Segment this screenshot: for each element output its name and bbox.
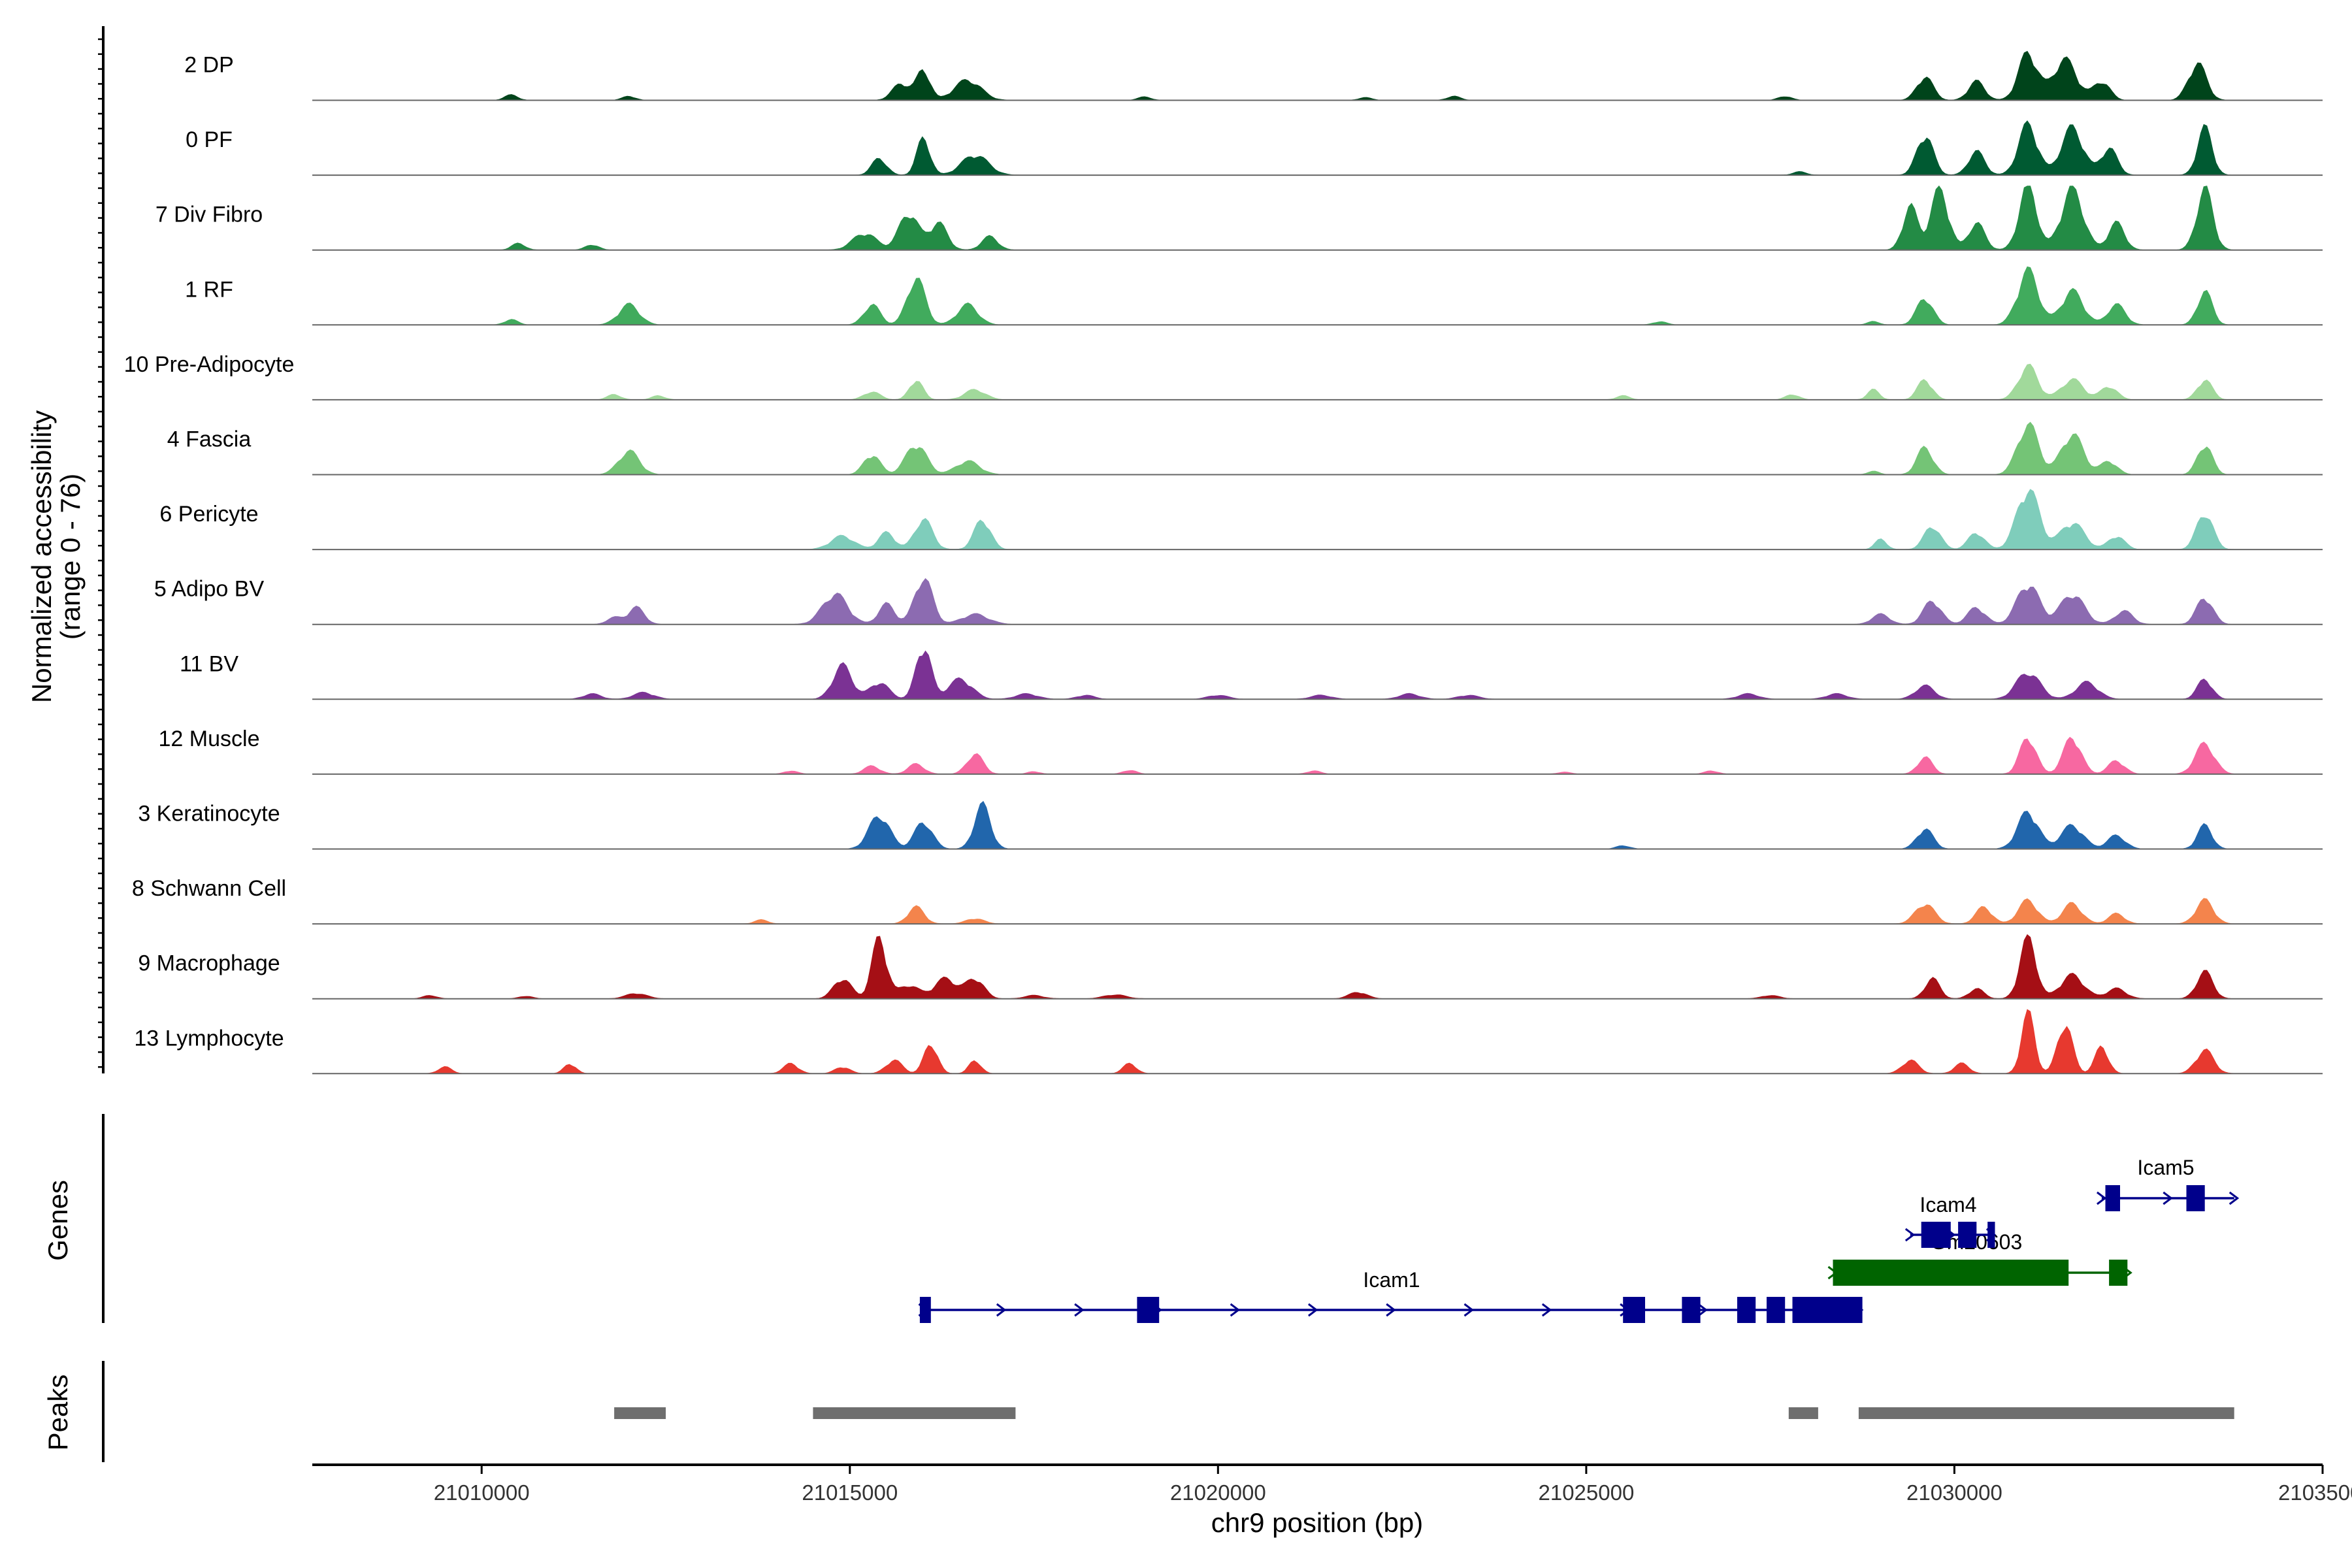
exon bbox=[2109, 1260, 2128, 1286]
track-label: 11 BV bbox=[180, 651, 238, 676]
track-label: 8 Schwann Cell bbox=[132, 876, 286, 901]
strand-arrow bbox=[2229, 1191, 2240, 1205]
gene-label: Icam5 bbox=[2137, 1156, 2194, 1179]
x-tick-label: 21030000 bbox=[1906, 1480, 2002, 1505]
coverage-tracks: 2 DP 0 PF 7 Div Fibro 1 RF 10 Pre-Adipocyte 4… bbox=[124, 50, 2323, 1075]
gene-icam4: Icam4 bbox=[1904, 1193, 1997, 1248]
peaks-track: Peaks bbox=[42, 1361, 2234, 1462]
track-label: 9 Macrophage bbox=[138, 951, 280, 976]
track-6: 4 Fascia bbox=[167, 421, 2323, 476]
exon bbox=[919, 1297, 931, 1323]
track-2: 0 PF bbox=[186, 120, 2323, 176]
exon bbox=[2186, 1185, 2205, 1211]
strand-arrow bbox=[996, 1303, 1007, 1317]
track-label: 4 Fascia bbox=[167, 427, 252, 452]
exon bbox=[1833, 1260, 2069, 1286]
track-label: 6 Pericyte bbox=[159, 502, 258, 527]
track-14: 13 Lymphocyte bbox=[134, 1009, 2323, 1075]
track-3: 7 Div Fibro bbox=[155, 185, 2323, 251]
x-tick-label: 21025000 bbox=[1538, 1480, 1634, 1505]
track-5: 10 Pre-Adipocyte bbox=[124, 352, 2323, 400]
strand-arrow bbox=[1386, 1303, 1396, 1317]
peak-region bbox=[813, 1407, 1016, 1419]
x-tick-label: 2103500 bbox=[2278, 1480, 2352, 1505]
x-tick-label: 21015000 bbox=[802, 1480, 898, 1505]
track-label: 1 RF bbox=[185, 277, 233, 302]
y-axis-title: Normalized accessibility (range 0 - 76) bbox=[26, 410, 86, 703]
strand-arrow bbox=[1541, 1303, 1552, 1317]
peaks-track-label: Peaks bbox=[42, 1375, 73, 1451]
track-label: 0 PF bbox=[186, 127, 233, 152]
y-axis-title-line2: (range 0 - 76) bbox=[55, 474, 86, 640]
strand-arrow bbox=[1074, 1303, 1085, 1317]
exon bbox=[1682, 1297, 1701, 1323]
exon bbox=[1958, 1222, 1977, 1248]
exon bbox=[1737, 1297, 1756, 1323]
track-4: 1 RF bbox=[185, 266, 2323, 326]
track-label: 10 Pre-Adipocyte bbox=[124, 352, 295, 377]
exon bbox=[1623, 1297, 1645, 1323]
exon bbox=[1792, 1297, 1863, 1323]
track-label: 7 Div Fibro bbox=[155, 203, 263, 227]
x-axis-title: chr9 position (bp) bbox=[1211, 1507, 1424, 1538]
accessibility-y-axis bbox=[98, 26, 105, 1073]
exon bbox=[2105, 1185, 2120, 1211]
peak-region bbox=[1788, 1407, 1818, 1419]
strand-arrow bbox=[2163, 1191, 2173, 1205]
gene-label: Icam1 bbox=[1363, 1268, 1420, 1292]
exon bbox=[1987, 1222, 1995, 1248]
exon bbox=[1921, 1222, 1951, 1248]
gene-icam5: Icam5 bbox=[2097, 1156, 2240, 1211]
exon bbox=[1137, 1297, 1160, 1323]
track-11: 3 Keratinocyte bbox=[138, 800, 2323, 850]
gene-label: Icam4 bbox=[1919, 1193, 1976, 1217]
track-label: 3 Keratinocyte bbox=[138, 802, 280, 826]
track-10: 12 Muscle bbox=[159, 727, 2323, 775]
x-axis: chr9 position (bp) 21010000 21015000 21020… bbox=[312, 1463, 2352, 1538]
y-axis-title-line1: Normalized accessibility bbox=[26, 410, 57, 703]
peak-region bbox=[614, 1407, 666, 1419]
track-12: 8 Schwann Cell bbox=[132, 876, 2323, 925]
track-7: 6 Pericyte bbox=[159, 489, 2323, 551]
track-1: 2 DP bbox=[184, 50, 2323, 101]
exon bbox=[1767, 1297, 1786, 1323]
gene-icam1: Icam1 bbox=[918, 1268, 1864, 1323]
x-tick-label: 21020000 bbox=[1170, 1480, 1266, 1505]
x-tick-label: 21010000 bbox=[434, 1480, 530, 1505]
track-9: 11 BV bbox=[180, 650, 2323, 700]
track-label: 2 DP bbox=[184, 53, 234, 78]
genes-track: Genes Icam1Gm20603Icam4Icam5 bbox=[42, 1114, 2240, 1323]
track-13: 9 Macrophage bbox=[138, 934, 2323, 1000]
peak-region bbox=[1858, 1407, 2234, 1419]
track-label: 12 Muscle bbox=[159, 727, 260, 751]
strand-arrow bbox=[1308, 1303, 1318, 1317]
track-label: 13 Lymphocyte bbox=[134, 1026, 284, 1051]
track-label: 5 Adipo BV bbox=[154, 577, 265, 602]
genes-track-label: Genes bbox=[42, 1180, 73, 1261]
strand-arrow bbox=[1230, 1303, 1241, 1317]
strand-arrow bbox=[2097, 1191, 2107, 1205]
strand-arrow bbox=[1904, 1228, 1916, 1242]
strand-arrow bbox=[1697, 1303, 1708, 1317]
track-8: 5 Adipo BV bbox=[154, 577, 2323, 625]
strand-arrow bbox=[1463, 1303, 1474, 1317]
